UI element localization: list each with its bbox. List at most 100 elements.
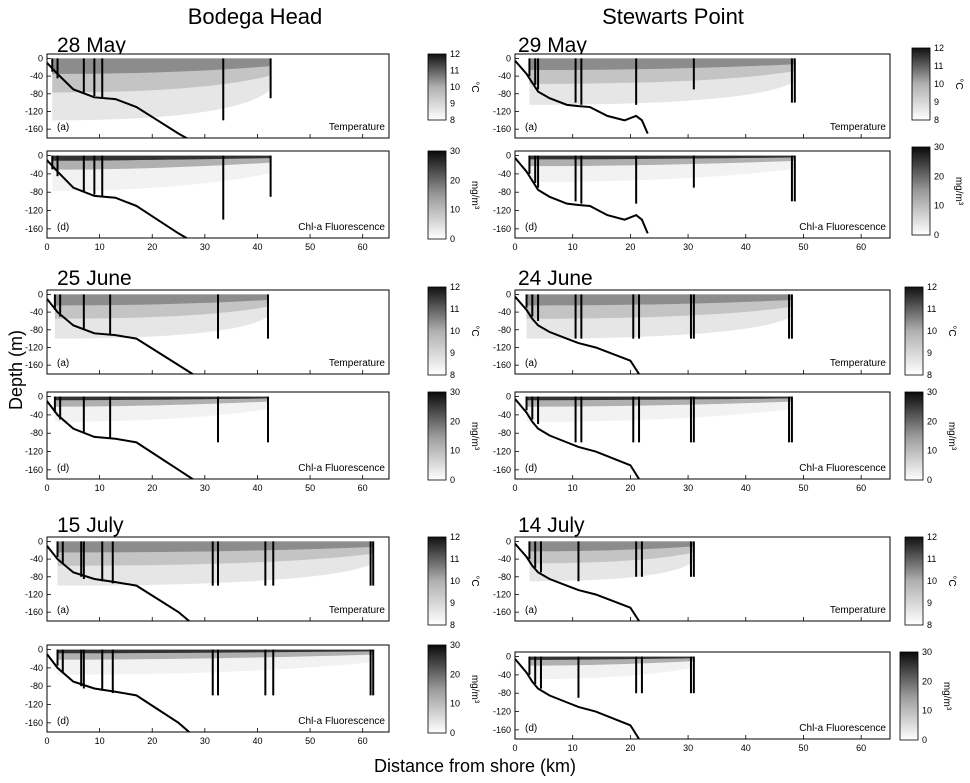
colorbar-tick-label: 10 (927, 576, 937, 586)
bathymetry-line (47, 653, 191, 732)
variable-label: Temperature (329, 605, 386, 616)
colorbar-tick-label: 0 (927, 475, 932, 485)
y-tick-label: -80 (30, 428, 43, 438)
panel-letter: (d) (525, 723, 537, 734)
variable-label: Chl-a Fluorescence (298, 222, 385, 233)
colorbar-unit: mg/m³ (953, 177, 964, 206)
panel-letter: (d) (525, 222, 537, 233)
x-tick-label: 10 (568, 483, 578, 493)
field (54, 294, 268, 339)
field-band (526, 396, 792, 401)
y-tick-label: -160 (25, 224, 43, 234)
panel-letter: (a) (57, 122, 69, 133)
panel-date: 24 June (518, 267, 593, 290)
field-band (52, 58, 271, 74)
y-tick-label: 0 (38, 645, 43, 655)
y-tick-label: -40 (30, 663, 43, 673)
x-tick-label: 60 (358, 483, 368, 493)
variable-label: Chl-a Fluorescence (799, 222, 886, 233)
panel-letter: (a) (57, 605, 69, 616)
y-tick-label: 0 (506, 151, 511, 161)
panel-8: 15 July 0 -40 -80 -120 -160 (a) Temperature 8 9 10… (25, 514, 480, 630)
colorbar (911, 146, 931, 236)
y-tick-label: -120 (25, 342, 43, 352)
panel-date: 28 May (57, 34, 126, 57)
y-tick-label: -160 (493, 465, 511, 475)
y-tick-label: -160 (493, 124, 511, 134)
panel-4: 25 June 0 -40 -80 -120 -160 (a) Temperature 8 9 10… (25, 267, 480, 380)
x-tick-label: 20 (147, 483, 157, 493)
colorbar-unit: °C (469, 575, 480, 586)
y-tick-label: -120 (493, 342, 511, 352)
y-tick-label: -120 (25, 589, 43, 599)
panel-date: 29 May (518, 34, 587, 57)
colorbar-tick-label: 10 (450, 576, 460, 586)
y-tick-label: -40 (30, 169, 43, 179)
field (57, 649, 374, 675)
colorbar-tick-label: 20 (927, 416, 937, 426)
colorbar-tick-label: 12 (934, 43, 944, 53)
y-tick-label: 0 (506, 53, 511, 63)
colorbar-tick-label: 10 (450, 446, 460, 456)
colorbar-tick-label: 11 (450, 66, 459, 76)
colorbar-tick-label: 10 (450, 326, 460, 336)
colorbar-tick-label: 0 (922, 735, 927, 745)
x-tick-label: 60 (856, 743, 866, 753)
x-tick-label: 40 (252, 483, 262, 493)
colorbar (427, 391, 447, 481)
y-tick-label: -80 (30, 89, 43, 99)
y-tick-label: -80 (498, 187, 511, 197)
y-tick-label: -40 (498, 71, 511, 81)
colorbar-tick-label: 20 (450, 416, 460, 426)
bathymetry-line (515, 542, 641, 621)
y-tick-label: -80 (30, 325, 43, 335)
colorbar-tick-label: 12 (450, 282, 460, 292)
x-tick-label: 60 (358, 242, 368, 252)
y-tick-label: -160 (493, 725, 511, 735)
x-tick-label: 50 (798, 483, 808, 493)
panel-letter: (d) (57, 222, 69, 233)
x-tick-label: 30 (683, 242, 693, 252)
y-axis-label: Depth (m) (6, 330, 26, 410)
x-tick-label: 20 (625, 483, 635, 493)
y-tick-label: -40 (30, 554, 43, 564)
field-band (54, 294, 268, 306)
column-title-bodega: Bodega Head (188, 4, 323, 29)
y-tick-label: -80 (30, 681, 43, 691)
x-tick-label: 0 (512, 242, 517, 252)
bathymetry-line (47, 400, 195, 479)
x-tick-label: 30 (200, 483, 210, 493)
colorbar (427, 53, 447, 121)
y-tick-label: -40 (498, 670, 511, 680)
x-tick-label: 30 (683, 483, 693, 493)
x-tick-label: 0 (44, 736, 49, 746)
colorbar (427, 286, 447, 376)
colorbar-tick-label: 8 (450, 115, 455, 125)
y-tick-label: -120 (493, 589, 511, 599)
bathymetry-line (47, 62, 189, 138)
field-band (529, 541, 694, 552)
field (57, 541, 374, 586)
variable-label: Chl-a Fluorescence (799, 723, 886, 734)
colorbar-tick-label: 11 (927, 304, 936, 314)
y-tick-label: -120 (493, 106, 511, 116)
colorbar-tick-label: 10 (450, 205, 460, 215)
y-tick-label: -80 (498, 89, 511, 99)
x-tick-label: 0 (44, 483, 49, 493)
y-tick-label: -160 (493, 607, 511, 617)
x-tick-label: 0 (44, 242, 49, 252)
colorbar-tick-label: 10 (922, 706, 932, 716)
colorbar-tick-label: 10 (934, 201, 944, 211)
variable-label: Temperature (329, 358, 386, 369)
variable-label: Chl-a Fluorescence (298, 716, 385, 727)
field-band (54, 396, 268, 401)
bathymetry-line (47, 545, 191, 621)
colorbar (911, 47, 931, 121)
colorbar (904, 536, 924, 626)
panel-date: 15 July (57, 514, 124, 537)
x-tick-label: 50 (798, 743, 808, 753)
panel-0: 28 May 0 -40 -80 -120 -160 (a) Temperature 8 9 10 1… (25, 34, 480, 139)
